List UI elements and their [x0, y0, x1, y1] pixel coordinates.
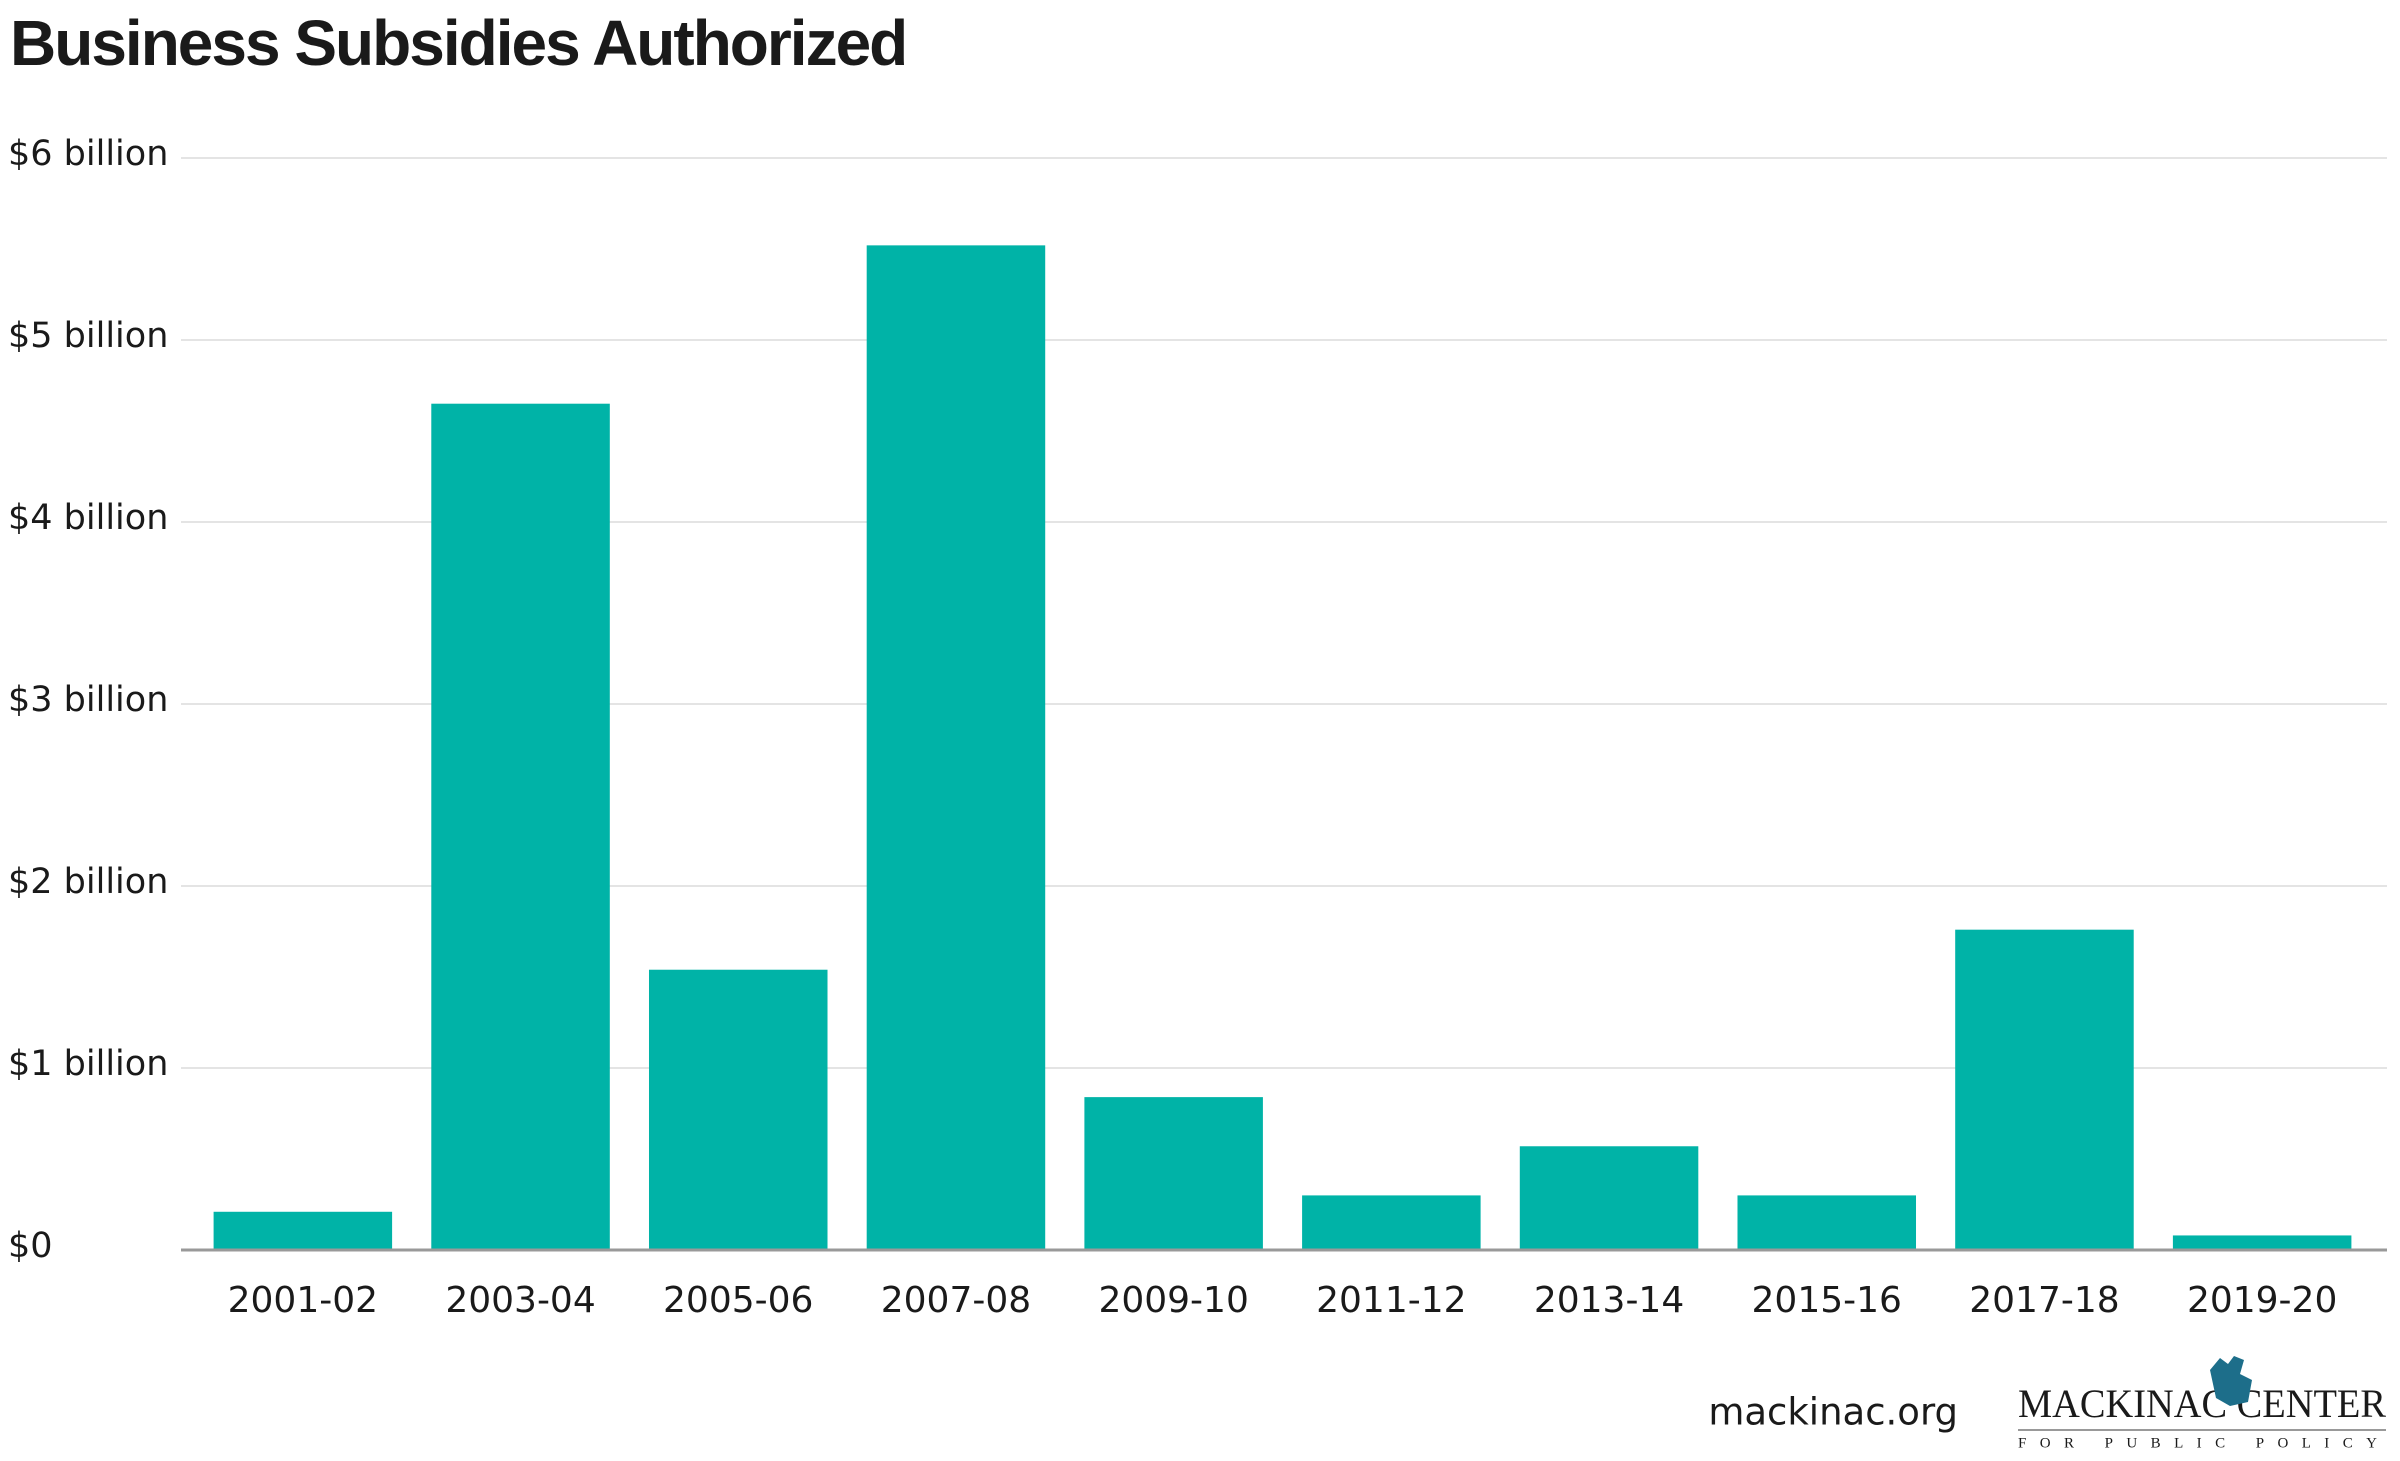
bar — [2172, 1235, 2352, 1250]
bar — [213, 1211, 393, 1250]
logo-text: MACKINAC CENTER — [2018, 1381, 2386, 1426]
x-tick-label: 2019-20 — [2187, 1280, 2337, 1321]
x-tick-label: 2017-18 — [1969, 1280, 2119, 1321]
x-tick-label: 2007-08 — [881, 1280, 1031, 1321]
x-tick-label: 2011-12 — [1316, 1280, 1466, 1321]
x-tick-label: 2009-10 — [1098, 1280, 1248, 1321]
y-tick-label: $4 billion — [8, 498, 168, 538]
bar — [866, 245, 1046, 1251]
x-tick-label: 2001-02 — [228, 1280, 378, 1321]
y-tick-label: $0 — [8, 1226, 53, 1266]
chart-title: Business Subsidies Authorized — [10, 7, 906, 79]
x-tick-label: 2015-16 — [1752, 1280, 1902, 1321]
logo-icon — [2210, 1356, 2252, 1406]
y-tick-label: $5 billion — [8, 316, 168, 356]
x-tick-label: 2005-06 — [663, 1280, 813, 1321]
bar — [1955, 929, 2134, 1250]
bar — [431, 403, 610, 1250]
y-tick-label: $3 billion — [8, 680, 168, 720]
y-tick-label: $1 billion — [8, 1044, 168, 1084]
bar — [1084, 1097, 1263, 1250]
logo-subtitle: FOR PUBLIC POLICY — [2018, 1435, 2386, 1451]
bar — [1302, 1195, 1481, 1250]
bar — [1737, 1195, 1917, 1250]
x-tick-label: 2013-14 — [1534, 1280, 1684, 1321]
y-tick-label: $6 billion — [8, 134, 168, 174]
y-tick-label: $2 billion — [8, 862, 168, 902]
bar — [1519, 1146, 1699, 1250]
bar — [648, 969, 828, 1250]
footer-site: mackinac.org — [1708, 1391, 1958, 1434]
x-tick-label: 2003-04 — [445, 1280, 595, 1321]
